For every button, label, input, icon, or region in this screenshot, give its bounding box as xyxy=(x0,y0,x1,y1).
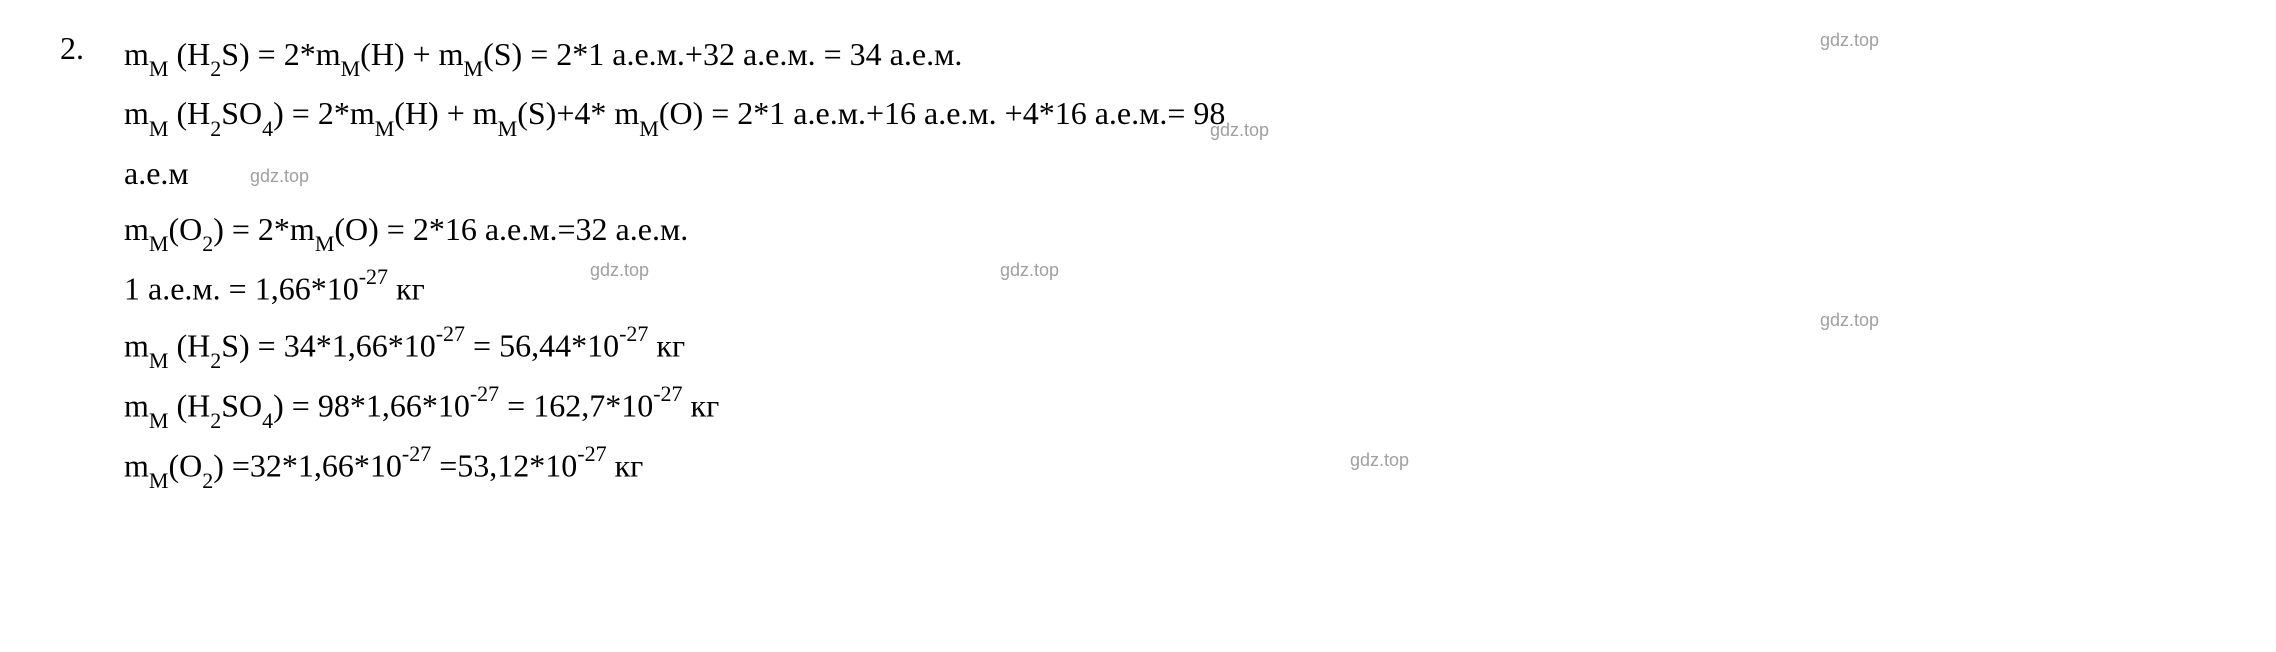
problem-content: 2. mM (H2S) = 2*mM(H) + mM(S) = 2*1 а.е.… xyxy=(60,30,2216,493)
text: ) = 98*1,66*10 xyxy=(273,388,470,424)
equation-line-7: mM(O2) =32*1,66*10-27 =53,12*10-27 кг xyxy=(124,441,1225,493)
subscript: M xyxy=(375,116,395,141)
text: (H) + m xyxy=(360,36,463,72)
text: m xyxy=(124,327,149,363)
text: SO xyxy=(221,388,262,424)
text: (O) = 2*1 а.е.м.+16 а.е.м. +4*16 а.е.м.=… xyxy=(659,95,1226,131)
text: кг xyxy=(388,271,425,307)
subscript: M xyxy=(149,408,169,433)
subscript: M xyxy=(639,116,659,141)
text: = 56,44*10 xyxy=(465,327,619,363)
subscript: M xyxy=(315,231,335,256)
text: (H xyxy=(168,36,210,72)
equation-line-6: mM (H2SO4) = 98*1,66*10-27 = 162,7*10-27… xyxy=(124,381,1225,433)
text: а.е.м xyxy=(124,155,189,191)
text: = 162,7*10 xyxy=(499,388,653,424)
superscript: -27 xyxy=(436,321,465,346)
subscript: 2 xyxy=(202,468,213,493)
subscript: 4 xyxy=(262,408,273,433)
text: (O xyxy=(168,448,202,484)
text: (H) + m xyxy=(394,95,497,131)
superscript: -27 xyxy=(402,441,431,466)
subscript: M xyxy=(149,56,169,81)
text: кг xyxy=(607,448,644,484)
subscript: M xyxy=(149,231,169,256)
subscript: M xyxy=(341,56,361,81)
subscript: 2 xyxy=(202,231,213,256)
text: ) = 2*m xyxy=(273,95,375,131)
text: (S)+4* m xyxy=(517,95,639,131)
text: 1 а.е.м. = 1,66*10 xyxy=(124,271,359,307)
superscript: -27 xyxy=(359,264,388,289)
text: S) = 2*m xyxy=(221,36,340,72)
text: m xyxy=(124,448,149,484)
superscript: -27 xyxy=(470,381,499,406)
equation-line-5: mM (H2S) = 34*1,66*10-27 = 56,44*10-27 к… xyxy=(124,321,1225,373)
text: =53,12*10 xyxy=(431,448,577,484)
equation-line-4: 1 а.е.м. = 1,66*10-27 кг xyxy=(124,264,1225,313)
subscript: 4 xyxy=(262,116,273,141)
text: (H xyxy=(168,388,210,424)
text: кг xyxy=(683,388,720,424)
equation-line-2b: а.е.м xyxy=(124,149,1225,197)
subscript: M xyxy=(149,348,169,373)
text: кг xyxy=(648,327,685,363)
equation-line-1: mM (H2S) = 2*mM(H) + mM(S) = 2*1 а.е.м.+… xyxy=(124,30,1225,81)
text: ) = 2*m xyxy=(213,211,315,247)
equation-line-2: mM (H2SO4) = 2*mM(H) + mM(S)+4* mM(O) = … xyxy=(124,89,1225,140)
subscript: 2 xyxy=(210,56,221,81)
text: (H xyxy=(168,327,210,363)
equations-block: mM (H2S) = 2*mM(H) + mM(S) = 2*1 а.е.м.+… xyxy=(124,30,1225,493)
subscript: 2 xyxy=(210,408,221,433)
text: (O) = 2*16 а.е.м.=32 а.е.м. xyxy=(334,211,688,247)
text: m xyxy=(124,388,149,424)
text: (S) = 2*1 а.е.м.+32 а.е.м. = 34 а.е.м. xyxy=(483,36,962,72)
subscript: M xyxy=(149,468,169,493)
text: m xyxy=(124,211,149,247)
text: S) = 34*1,66*10 xyxy=(221,327,436,363)
problem-number: 2. xyxy=(60,30,100,67)
text: (O xyxy=(168,211,202,247)
equation-line-3: mM(O2) = 2*mM(O) = 2*16 а.е.м.=32 а.е.м. xyxy=(124,205,1225,256)
text: m xyxy=(124,95,149,131)
subscript: M xyxy=(498,116,518,141)
superscript: -27 xyxy=(619,321,648,346)
text: (H xyxy=(168,95,210,131)
subscript: M xyxy=(464,56,484,81)
subscript: 2 xyxy=(210,116,221,141)
text: ) =32*1,66*10 xyxy=(213,448,402,484)
text: SO xyxy=(221,95,262,131)
subscript: M xyxy=(149,116,169,141)
superscript: -27 xyxy=(653,381,682,406)
superscript: -27 xyxy=(577,441,606,466)
text: m xyxy=(124,36,149,72)
subscript: 2 xyxy=(210,348,221,373)
